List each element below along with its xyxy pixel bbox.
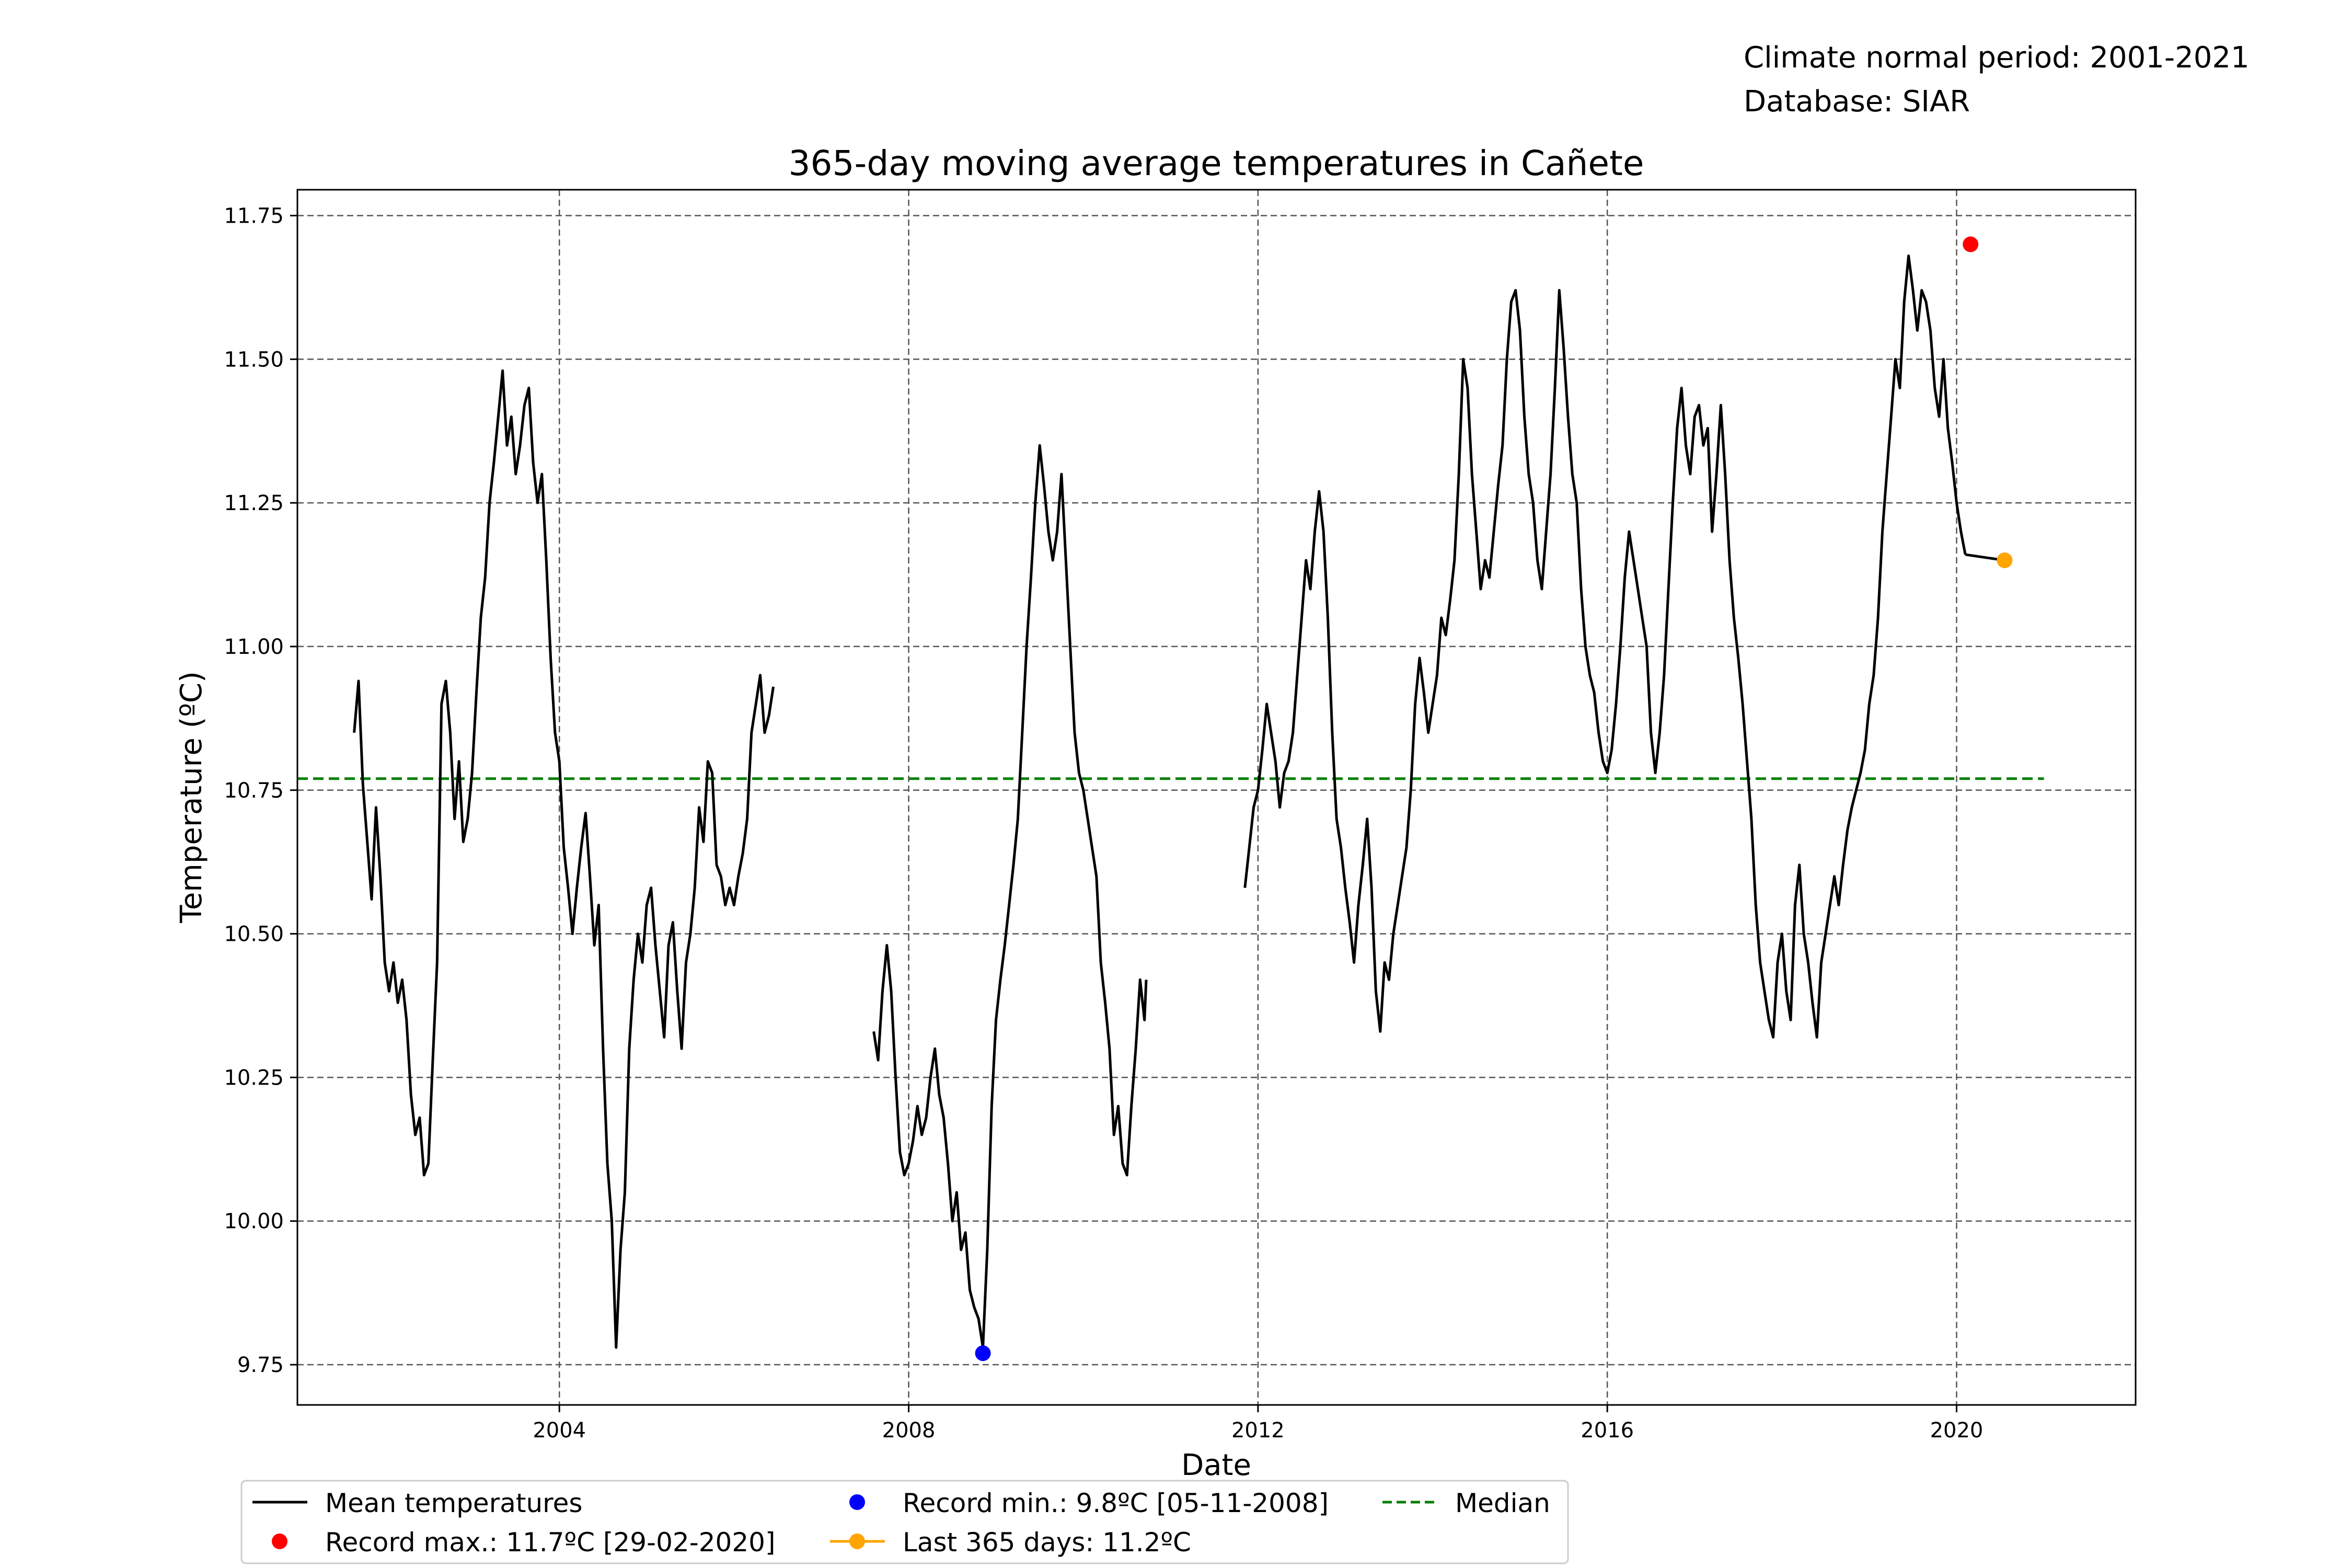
legend-mean-label: Mean temperatures — [325, 1488, 582, 1518]
legend-record-min-swatch — [849, 1494, 865, 1510]
x-tick-label: 2016 — [1581, 1419, 1634, 1443]
mean-temperature-line — [872, 444, 1148, 1349]
grid — [297, 190, 2136, 1405]
mean-temperature-line — [1243, 254, 1967, 1039]
y-tick-label: 11.25 — [224, 491, 284, 515]
mean-temperature-series — [353, 254, 1967, 1349]
y-tick-label: 9.75 — [237, 1353, 284, 1377]
y-tick-label: 11.75 — [224, 204, 284, 228]
database-label: Database: SIAR — [1744, 85, 1970, 119]
x-axis-label: Date — [1181, 1448, 1251, 1482]
x-tick-label: 2008 — [882, 1419, 936, 1443]
x-tick-label: 2004 — [533, 1419, 586, 1443]
legend-median-label: Median — [1455, 1488, 1550, 1518]
x-axis-ticks: 2004 2008 2012 2016 2020 — [533, 1405, 1983, 1443]
mean-temperature-line — [353, 369, 775, 1349]
legend-record-max-swatch — [272, 1534, 287, 1549]
y-tick-label: 10.00 — [224, 1209, 284, 1233]
record-min-point — [975, 1345, 991, 1362]
y-tick-label: 10.75 — [224, 779, 284, 803]
plot-frame — [296, 189, 2137, 1406]
record-max-point — [1963, 236, 1979, 252]
legend-record-max-label: Record max.: 11.7ºC [29-02-2020] — [325, 1527, 776, 1558]
legend-last-label: Last 365 days: 11.2ºC — [903, 1527, 1191, 1558]
y-axis-ticks: 9.75 10.00 10.25 10.50 10.75 11.00 11.25 11.50 1… — [224, 204, 297, 1377]
legend-record-min-label: Record min.: 9.8ºC [05-11-2008] — [903, 1488, 1329, 1518]
x-tick-label: 2012 — [1231, 1419, 1285, 1443]
record-markers — [975, 236, 2013, 1362]
y-tick-label: 11.00 — [224, 635, 284, 659]
climate-period-label: Climate normal period: 2001-2021 — [1744, 41, 2250, 75]
y-tick-label: 10.25 — [224, 1066, 284, 1090]
chart-title: 365-day moving average temperatures in C… — [789, 143, 1644, 183]
last-365-days-point — [1997, 552, 2013, 569]
y-tick-label: 10.50 — [224, 923, 284, 947]
y-axis-label: Temperature (ºC) — [175, 671, 209, 924]
legend-last-swatch — [849, 1534, 865, 1549]
legend-frame — [240, 1480, 1569, 1564]
x-tick-label: 2020 — [1930, 1419, 1984, 1443]
legend: Mean temperatures Record max.: 11.7ºC [2… — [240, 1480, 1569, 1564]
y-tick-label: 11.50 — [224, 348, 284, 372]
